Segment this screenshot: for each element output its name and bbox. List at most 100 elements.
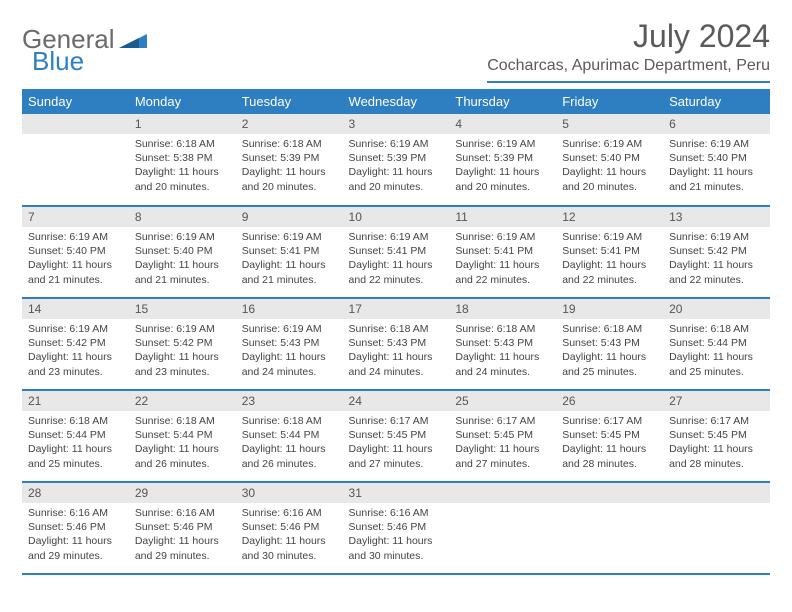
day-details: Sunrise: 6:19 AMSunset: 5:41 PMDaylight:… [236,227,343,291]
sunrise-text: Sunrise: 6:16 AM [135,506,230,520]
month-title: July 2024 [487,18,770,55]
sunset-text: Sunset: 5:38 PM [135,151,230,165]
empty-day [663,483,770,503]
sunrise-text: Sunrise: 6:19 AM [242,230,337,244]
day-cell: 24 Sunrise: 6:17 AMSunset: 5:45 PMDayligh… [343,390,450,482]
day-number: 27 [663,391,770,411]
week-row: 7Sunrise: 6:19 AMSunset: 5:40 PMDaylight… [22,206,770,298]
daylight-text: Daylight: 11 hours [135,258,230,272]
sunrise-text: Sunrise: 6:19 AM [669,230,764,244]
day-number: 6 [663,114,770,134]
day-number: 25 [449,391,556,411]
empty-day [449,483,556,503]
sunset-text: Sunset: 5:39 PM [349,151,444,165]
sunrise-text: Sunrise: 6:18 AM [349,322,444,336]
daylight-text: Daylight: 11 hours [669,165,764,179]
daylight-text: Daylight: 11 hours [349,442,444,456]
day-number: 20 [663,299,770,319]
day-cell: 27Sunrise: 6:17 AMSunset: 5:45 PMDayligh… [663,390,770,482]
day-details: Sunrise: 6:17 AMSunset: 5:45 PMDaylight:… [663,411,770,475]
day-details: Sunrise: 6:19 AMSunset: 5:42 PMDaylight:… [22,319,129,383]
sunset-text: Sunset: 5:45 PM [349,428,444,442]
sunrise-text: Sunrise: 6:18 AM [28,414,123,428]
day-number: 1 [129,114,236,134]
day-number: 26 [556,391,663,411]
sunset-text: Sunset: 5:45 PM [669,428,764,442]
daylight-text: and 27 minutes. [455,457,550,471]
day-number: 7 [22,207,129,227]
day-details: Sunrise: 6:17 AMSunset: 5:45 PMDaylight:… [449,411,556,475]
daylight-text: and 21 minutes. [669,180,764,194]
daylight-text: Daylight: 11 hours [455,165,550,179]
logo-flag-icon [119,30,147,50]
day-cell [22,114,129,206]
day-details: Sunrise: 6:19 AMSunset: 5:42 PMDaylight:… [129,319,236,383]
day-cell: 16Sunrise: 6:19 AMSunset: 5:43 PMDayligh… [236,298,343,390]
col-wednesday: Wednesday [343,89,450,114]
sunrise-text: Sunrise: 6:19 AM [28,230,123,244]
sunset-text: Sunset: 5:46 PM [242,520,337,534]
day-number: 31 [343,483,450,503]
day-details: Sunrise: 6:19 AMSunset: 5:42 PMDaylight:… [663,227,770,291]
day-details: Sunrise: 6:19 AMSunset: 5:40 PMDaylight:… [129,227,236,291]
day-cell: 22Sunrise: 6:18 AMSunset: 5:44 PMDayligh… [129,390,236,482]
day-number: 24 [343,391,450,411]
day-cell: 4Sunrise: 6:19 AMSunset: 5:39 PMDaylight… [449,114,556,206]
sunrise-text: Sunrise: 6:19 AM [455,230,550,244]
week-row: 21 Sunrise: 6:18 AM Sunset: 5:44 PM Dayligh… [22,390,770,482]
sunset-text: Sunset: 5:42 PM [135,336,230,350]
sunrise-text: Sunrise: 6:18 AM [242,414,337,428]
sunrise-text: Sunrise: 6:17 AM [562,414,657,428]
sunrise-text: Sunrise: 6:19 AM [562,230,657,244]
day-number: 21 [22,391,129,411]
day-cell: 25Sunrise: 6:17 AMSunset: 5:45 PMDayligh… [449,390,556,482]
daylight-text: Daylight: 11 hours [669,442,764,456]
daylight-text: and 22 minutes. [349,273,444,287]
day-cell [556,482,663,574]
sunset-text: Sunset: 5:42 PM [28,336,123,350]
day-number: 16 [236,299,343,319]
sunrise-text: Sunrise: 6:18 AM [455,322,550,336]
sunset-text: Sunset: 5:39 PM [242,151,337,165]
day-cell: 2Sunrise: 6:18 AMSunset: 5:39 PMDaylight… [236,114,343,206]
daylight-text: Daylight: 11 hours [242,258,337,272]
day-cell: 8Sunrise: 6:19 AMSunset: 5:40 PMDaylight… [129,206,236,298]
logo-text-blue: Blue [32,46,84,77]
daylight-text: and 20 minutes. [135,180,230,194]
col-sunday: Sunday [22,89,129,114]
daylight-text: Daylight: 11 hours [455,350,550,364]
day-cell: 14Sunrise: 6:19 AMSunset: 5:42 PMDayligh… [22,298,129,390]
day-details: Sunrise: 6:18 AMSunset: 5:43 PMDaylight:… [343,319,450,383]
day-details: Sunrise: 6:18 AMSunset: 5:44 PMDaylight:… [663,319,770,383]
daylight-text: and 27 minutes. [349,457,444,471]
day-cell: 23Sunrise: 6:18 AMSunset: 5:44 PMDayligh… [236,390,343,482]
sunrise-text: Sunrise: 6:17 AM [669,414,764,428]
daylight-text: Daylight: 11 hours [562,442,657,456]
day-details: Sunrise: 6:19 AMSunset: 5:40 PMDaylight:… [556,134,663,198]
day-number: 15 [129,299,236,319]
daylight-text: and 20 minutes. [562,180,657,194]
day-number: 22 [129,391,236,411]
daylight-text: and 30 minutes. [242,549,337,563]
day-number: 18 [449,299,556,319]
sunset-text: Sunset: 5:44 PM [135,428,230,442]
day-number: 28 [22,483,129,503]
sunset-text: Sunset: 5:45 PM [562,428,657,442]
day-cell: 3Sunrise: 6:19 AMSunset: 5:39 PMDaylight… [343,114,450,206]
sunrise-text: Sunrise: 6:17 AM [349,414,444,428]
col-friday: Friday [556,89,663,114]
sunset-text: Sunset: 5:40 PM [562,151,657,165]
sunrise-text: Sunrise: 6:19 AM [562,137,657,151]
sunset-text: Sunset: 5:41 PM [242,244,337,258]
daylight-text: and 26 minutes. [135,457,230,471]
day-number: 9 [236,207,343,227]
day-cell: 20Sunrise: 6:18 AMSunset: 5:44 PMDayligh… [663,298,770,390]
day-number: 8 [129,207,236,227]
sunset-text: Sunset: 5:43 PM [242,336,337,350]
sunset-text: Sunset: 5:41 PM [562,244,657,258]
sunrise-text: Sunrise: 6:19 AM [669,137,764,151]
day-cell: 31Sunrise: 6:16 AMSunset: 5:46 PMDayligh… [343,482,450,574]
day-cell: 30Sunrise: 6:16 AMSunset: 5:46 PMDayligh… [236,482,343,574]
sunset-text: Sunset: 5:40 PM [28,244,123,258]
empty-day [556,483,663,503]
